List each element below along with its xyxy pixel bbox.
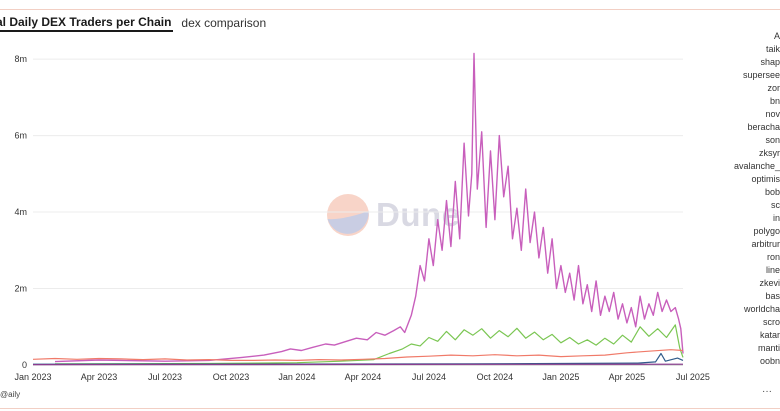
legend-item[interactable]: oobn	[759, 356, 780, 366]
y-tick-label: 0	[22, 360, 27, 370]
legend-item[interactable]: avalanche_	[733, 161, 780, 171]
legend-item[interactable]: nov	[765, 109, 780, 119]
dune-logo-icon	[327, 194, 369, 236]
legend-item[interactable]: worldcha	[743, 304, 780, 314]
legend-item[interactable]: son	[765, 135, 780, 145]
x-tick-label: Jan 2025	[542, 372, 579, 382]
legend-item[interactable]: beracha	[747, 122, 780, 132]
series-line	[54, 52, 684, 363]
legend-item[interactable]: optimis	[751, 174, 780, 184]
legend-item[interactable]: arbitrur	[751, 239, 780, 249]
legend-item[interactable]: A	[773, 31, 780, 41]
legend-item[interactable]: zksyr	[759, 148, 780, 158]
x-tick-label: Apr 2025	[609, 372, 646, 382]
x-tick-label: Apr 2024	[345, 372, 382, 382]
y-tick-label: 4m	[14, 207, 27, 217]
y-tick-label: 8m	[14, 54, 27, 64]
y-tick-label: 6m	[14, 131, 27, 141]
more-options-icon[interactable]: ···	[762, 386, 772, 397]
legend-item[interactable]: bn	[769, 96, 780, 106]
x-tick-label: Jan 2023	[14, 372, 51, 382]
x-tick-label: Jan 2024	[278, 372, 315, 382]
legend-item[interactable]: zkevi	[759, 278, 780, 288]
legend-item[interactable]: manti	[757, 343, 780, 353]
legend-item[interactable]: taik	[765, 44, 780, 54]
x-tick-label: Jul 2024	[412, 372, 446, 382]
y-tick-label: 2m	[14, 284, 27, 294]
x-tick-label: Jul 2025	[676, 372, 710, 382]
x-tick-label: Oct 2023	[213, 372, 250, 382]
legend-item[interactable]: bob	[764, 187, 780, 197]
legend-item[interactable]: katar	[759, 330, 780, 340]
chart-card-frame	[0, 9, 780, 409]
series-line	[54, 324, 684, 365]
axis-ticks: 0 2m 4m 6m 8m Jan 2023 Apr 2023 Jul 2023 Oct 202…	[14, 54, 709, 382]
x-tick-label: Jul 2023	[148, 372, 182, 382]
chart-title-tab[interactable]: al Daily DEX Traders per Chain	[0, 15, 174, 32]
dune-watermark: Dune	[326, 193, 461, 237]
legend-item[interactable]: scro	[762, 317, 780, 327]
legend-item[interactable]: supersee	[742, 70, 780, 80]
series-line	[32, 349, 684, 361]
legend-item[interactable]: in	[772, 213, 780, 223]
chart-header: al Daily DEX Traders per Chain dex compa…	[0, 14, 266, 32]
legend-item[interactable]: sc	[771, 200, 780, 210]
legend-item[interactable]: polygo	[753, 226, 780, 236]
footer-credit: @aily	[0, 390, 21, 399]
legend-item[interactable]: ron	[766, 252, 780, 262]
legend-item[interactable]: line	[765, 265, 780, 275]
legend-item[interactable]: zor	[767, 83, 780, 93]
grid-lines	[33, 58, 683, 366]
tab-dex-comparison[interactable]: dex comparison	[181, 16, 267, 30]
series-lines	[32, 52, 684, 366]
legend-item[interactable]: shap	[760, 57, 780, 67]
legend-item[interactable]: bas	[765, 291, 780, 301]
x-tick-label: Oct 2024	[477, 372, 514, 382]
x-tick-label: Apr 2023	[81, 372, 118, 382]
